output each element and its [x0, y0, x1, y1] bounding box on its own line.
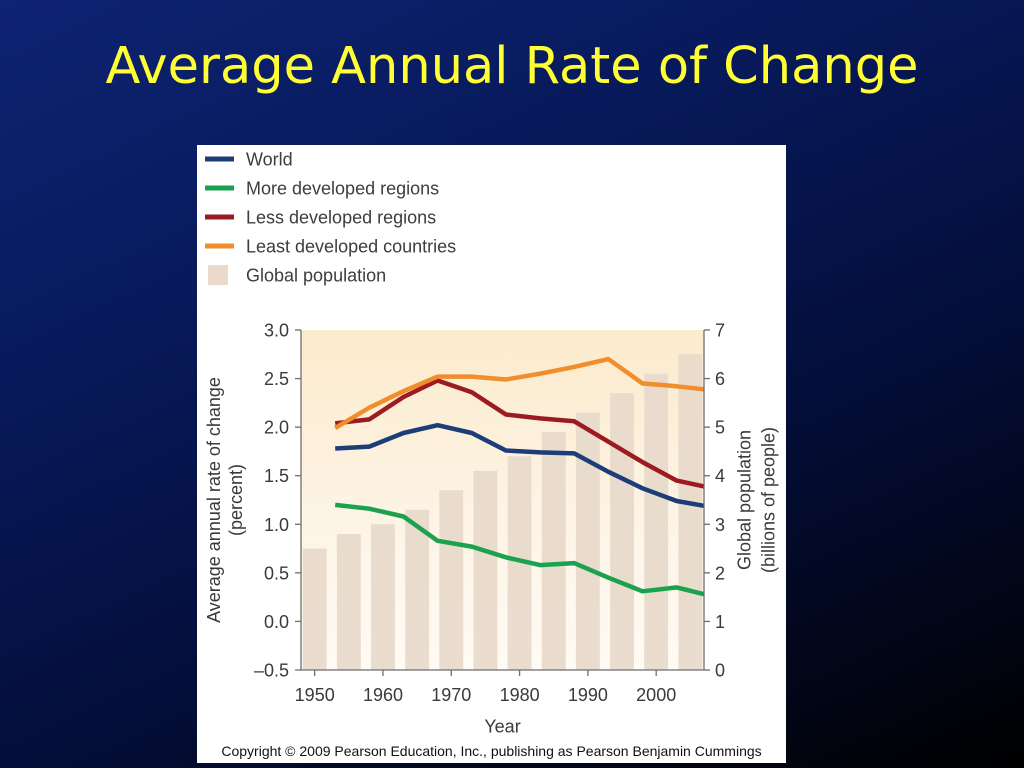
population-bar-1980	[507, 456, 532, 670]
legend-label-least-developed-countries: Least developed countries	[246, 237, 456, 257]
legend: World More developed regions Less develo…	[205, 150, 456, 286]
population-bar-1995	[610, 393, 634, 670]
x-tick-label: 1970	[431, 685, 471, 705]
y2-tick-label: 3	[715, 515, 725, 535]
population-bar-1990	[575, 412, 600, 670]
y2-tick-label: 6	[715, 369, 725, 389]
x-axis-label: Year	[484, 717, 520, 737]
y2-tick-label: 5	[715, 418, 725, 438]
legend-label-more-developed-regions: More developed regions	[246, 179, 439, 199]
series-line-least-developed-countries	[334, 356, 705, 431]
y-tick-label: 0.5	[264, 563, 289, 583]
x-tick-label: 1950	[295, 685, 335, 705]
legend-label-less-developed-regions: Less developed regions	[246, 208, 436, 228]
series-lines	[334, 356, 705, 597]
y2-tick-label: 4	[715, 466, 725, 486]
axes: 3.0 2.5 2.0 1.5 1.0 0.5 0.0 –0.5 7 6 5 4 3 2 1 0 1950 196…	[254, 321, 725, 706]
y2-tick-label: 2	[715, 563, 725, 583]
y-tick-label: –0.5	[254, 661, 289, 681]
population-bar-1975	[473, 470, 498, 670]
y-tick-label: 3.0	[264, 321, 289, 341]
y-tick-label: 1.5	[264, 466, 289, 486]
legend-item-less-developed-regions: Less developed regions	[205, 208, 436, 228]
x-tick-label: 1980	[500, 685, 540, 705]
population-bar-1955	[336, 534, 361, 670]
x-tick-label: 1960	[363, 685, 403, 705]
y-axis-label: Average annual rate of change	[204, 377, 224, 623]
y-tick-label: 2.0	[264, 418, 289, 438]
y2-axis-label: Global population	[735, 430, 755, 570]
y2-tick-label: 1	[715, 612, 725, 632]
population-bar-2005	[678, 354, 703, 670]
legend-item-world: World	[205, 150, 293, 170]
y2-tick-label: 7	[715, 321, 725, 341]
legend-item-global-population: Global population	[208, 265, 386, 286]
population-bar-1985	[541, 432, 566, 670]
y2-tick-label: 0	[715, 661, 725, 681]
plot-area	[301, 330, 704, 670]
legend-label-global-population: Global population	[246, 266, 386, 286]
x-tick-label: 1990	[568, 685, 608, 705]
y-tick-label: 1.0	[264, 515, 289, 535]
series-line-more-developed-regions	[334, 502, 705, 597]
population-bar-1965	[405, 509, 430, 670]
population-bar-1950	[302, 548, 327, 670]
y2-axis-unit-label: (billions of people)	[759, 427, 779, 573]
population-bars	[302, 354, 703, 670]
legend-swatch-global-population	[208, 265, 228, 285]
y-tick-label: 0.0	[264, 612, 289, 632]
chart-panel: World More developed regions Less develo…	[197, 145, 786, 763]
population-bar-1960	[371, 524, 395, 670]
population-bar-2000	[644, 373, 669, 670]
series-line-less-developed-regions	[334, 378, 705, 489]
legend-item-more-developed-regions: More developed regions	[205, 179, 439, 199]
population-bar-1970	[439, 490, 464, 670]
legend-label-world: World	[246, 150, 293, 170]
series-line-world	[335, 422, 705, 509]
legend-item-least-developed-countries: Least developed countries	[205, 237, 456, 257]
slide-title: Average Annual Rate of Change	[105, 37, 919, 96]
y-axis-unit-label: (percent)	[226, 464, 246, 536]
x-tick-label: 2000	[636, 685, 676, 705]
y-tick-label: 2.5	[264, 369, 289, 389]
chart: World More developed regions Less develo…	[204, 150, 779, 760]
copyright-notice: Copyright © 2009 Pearson Education, Inc.…	[221, 743, 761, 759]
